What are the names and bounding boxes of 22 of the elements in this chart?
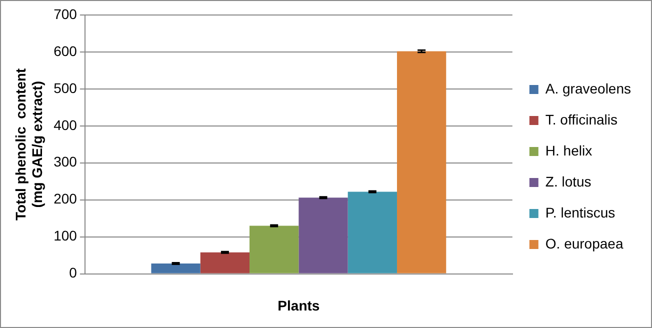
bar [151,263,200,274]
y-tick-label: 700 [54,6,78,22]
legend-label: T. officinalis [545,111,618,128]
legend-label: Z. lotus [545,173,592,190]
bar [298,198,348,274]
legend-label: P. lentiscus [545,204,616,220]
legend-label: A. graveolens [545,80,632,96]
bar [348,192,397,274]
legend-label: H. helix [545,142,592,158]
y-tick-label: 600 [54,42,78,59]
y-axis-title: Total phenolic content (mg GAE/g extract) [12,68,46,220]
y-tick-label: 300 [54,154,78,170]
y-tick-label: 400 [54,116,78,133]
x-axis-title: Plants [278,297,320,314]
y-tick-label: 500 [54,80,78,96]
bar [200,252,250,274]
bar [250,226,299,274]
bar [396,51,446,274]
y-tick-label: 0 [69,264,78,281]
y-tick-label: 100 [54,228,78,244]
y-tick-label: 200 [54,190,78,207]
legend-label: O. europaea [545,235,624,252]
